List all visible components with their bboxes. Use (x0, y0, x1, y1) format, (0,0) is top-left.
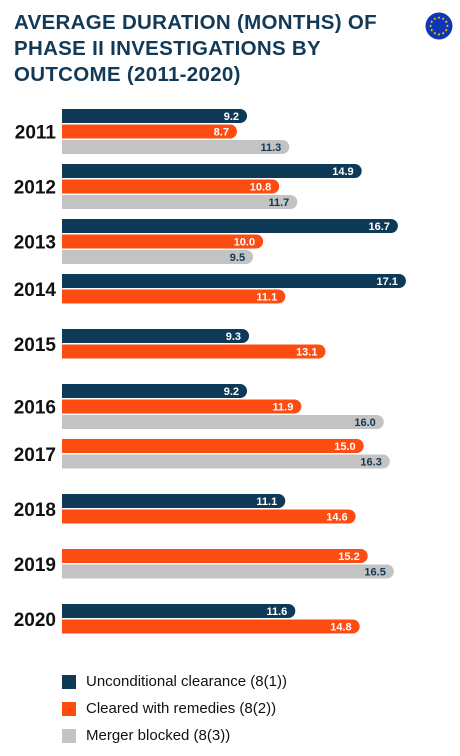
eu-star-icon (433, 17, 437, 21)
bar-blocked (62, 195, 298, 209)
eu-star-icon (444, 28, 448, 32)
bar-blocked (62, 140, 290, 154)
bar-unconditional (62, 494, 286, 508)
eu-star-icon (437, 32, 441, 36)
bar-unconditional (62, 164, 362, 178)
data-label: 10.8 (250, 181, 271, 193)
legend-label-blocked: Merger blocked (8(3)) (86, 727, 231, 744)
legend-item-blocked: Merger blocked (8(3)) (62, 722, 287, 749)
data-label: 10.0 (234, 236, 255, 248)
legend-item-remedies: Cleared with remedies (8(2)) (62, 695, 287, 722)
bar-unconditional (62, 109, 248, 123)
legend-item-unconditional: Unconditional clearance (8(1)) (62, 668, 287, 695)
eu-star-icon (441, 17, 445, 21)
bar-unconditional (62, 329, 250, 343)
legend-label-remedies: Cleared with remedies (8(2)) (86, 700, 277, 717)
data-label: 11.7 (269, 197, 290, 209)
eu-star-icon (445, 24, 449, 28)
legend-label-unconditional: Unconditional clearance (8(1)) (86, 673, 287, 690)
eu-star-icon (430, 20, 434, 24)
bar-blocked (62, 415, 384, 429)
bar-remedies (62, 439, 364, 453)
chart-title-line-3: OUTCOME (2011-2020) (14, 63, 241, 86)
bar-remedies (62, 619, 360, 634)
data-label: 16.3 (360, 456, 381, 468)
bar-unconditional (62, 604, 296, 618)
legend-swatch-unconditional (62, 674, 76, 689)
category-label: 2015 (14, 335, 57, 356)
bar-remedies (62, 344, 326, 359)
eu-star-icon (430, 28, 434, 32)
data-label: 11.1 (256, 496, 277, 508)
legend: Unconditional clearance (8(1)) Cleared w… (62, 668, 287, 749)
eu-star-icon (437, 16, 441, 19)
bar-chart: 2011 9.2 8.7 11.3 2012 14.9 10.8 11.7 2013 16.7 10… (14, 109, 406, 634)
bar-remedies (62, 549, 368, 563)
eu-star-icon (441, 31, 445, 35)
bar-unconditional (62, 274, 406, 288)
eu-star-icon (444, 20, 448, 24)
category-label: 2016 (14, 398, 56, 419)
legend-swatch-remedies (62, 701, 76, 716)
eu-star-icon (429, 24, 433, 28)
data-label: 14.6 (326, 511, 347, 523)
data-label: 14.8 (330, 621, 351, 633)
bar-remedies (62, 124, 237, 139)
data-label: 11.9 (273, 401, 294, 413)
data-label: 11.6 (266, 606, 287, 618)
category-label: 2017 (14, 445, 56, 466)
data-label: 14.9 (332, 166, 353, 178)
bar-unconditional (62, 219, 398, 233)
chart-title-line-2: PHASE II INVESTIGATIONS BY (14, 37, 321, 60)
bar-remedies (62, 289, 286, 304)
data-label: 9.2 (224, 386, 239, 398)
bar-remedies (62, 399, 302, 414)
data-label: 16.5 (364, 566, 385, 578)
data-label: 11.1 (256, 291, 277, 303)
category-label: 2012 (14, 178, 56, 199)
category-label: 2019 (14, 555, 56, 576)
chart-title: AVERAGE DURATION (MONTHS) OF PHASE II IN… (14, 10, 404, 88)
data-label: 15.2 (338, 551, 359, 563)
eu-flag-disc (425, 12, 453, 40)
bar-remedies (62, 234, 264, 249)
eu-flag-icon (425, 12, 453, 40)
data-label: 16.7 (368, 221, 389, 233)
data-label: 9.2 (224, 111, 239, 123)
category-label: 2014 (14, 280, 57, 301)
legend-swatch-blocked (62, 728, 76, 743)
data-label: 16.0 (354, 417, 375, 429)
eu-stars (429, 16, 449, 36)
bar-blocked (62, 454, 390, 469)
eu-star-icon (433, 31, 437, 35)
data-label: 17.1 (376, 276, 397, 288)
data-label: 11.3 (260, 142, 281, 154)
data-label: 8.7 (214, 126, 229, 138)
category-label: 2011 (15, 123, 57, 144)
bar-unconditional (62, 384, 248, 398)
category-label: 2018 (14, 500, 56, 521)
data-label: 13.1 (296, 346, 317, 358)
data-label: 15.0 (334, 441, 355, 453)
chart-title-line-1: AVERAGE DURATION (MONTHS) OF (14, 11, 377, 34)
data-label: 9.3 (226, 331, 241, 343)
bar-blocked (62, 564, 394, 579)
bar-remedies (62, 179, 280, 194)
bar-blocked (62, 250, 254, 264)
category-label: 2020 (14, 610, 56, 631)
bar-remedies (62, 509, 356, 524)
category-label: 2013 (14, 233, 56, 254)
data-label: 9.5 (230, 252, 245, 264)
